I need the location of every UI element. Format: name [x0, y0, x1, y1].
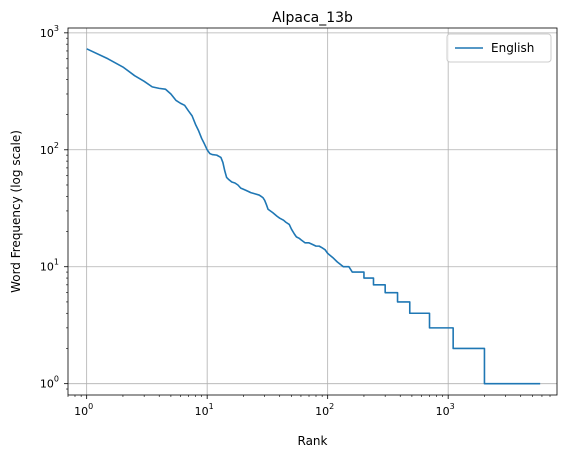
x-tick-label: 102	[315, 402, 334, 418]
series-line-english	[86, 48, 541, 385]
y-axis-label: Word Frequency (log scale)	[9, 130, 23, 293]
grid	[68, 28, 557, 395]
x-tick-label: 100	[74, 402, 93, 418]
y-tick-label: 100	[40, 375, 59, 391]
x-tick-label: 101	[195, 402, 214, 418]
y-tick-label: 102	[40, 141, 59, 157]
axes-frame	[67, 27, 558, 396]
ticks: 100 101 102 103 100 101 102 103	[40, 24, 551, 418]
legend-box	[446, 33, 552, 63]
chart-title: Alpaca_13b	[272, 10, 353, 26]
x-tick-label: 103	[436, 402, 455, 418]
x-axis-label: Rank	[298, 434, 328, 448]
y-tick-label: 101	[40, 258, 59, 274]
series-layer	[86, 48, 541, 385]
y-tick-label: 103	[40, 24, 59, 40]
legend: English	[446, 33, 552, 63]
legend-label: English	[491, 41, 534, 55]
